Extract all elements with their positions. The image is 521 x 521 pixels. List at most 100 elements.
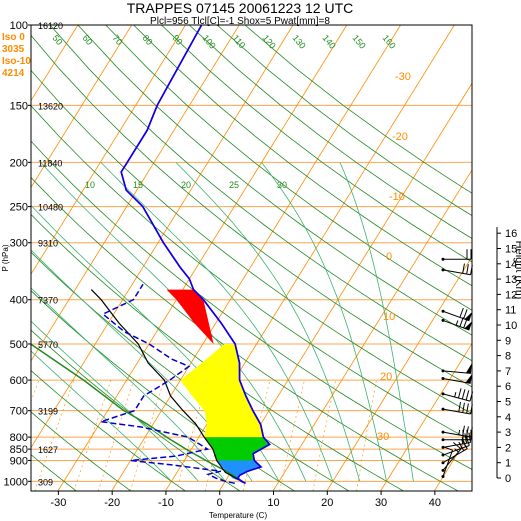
dry-adiabat [31,329,241,491]
height-tick-label: 16 [505,228,517,240]
y-axis-label: P (hPa) [1,244,10,271]
height-tick-label: 15 [505,244,517,256]
dry-adiabat [77,25,472,336]
iso-label: Iso-10 [2,56,31,67]
height-axis-label: Height (Km) [513,241,521,300]
mixing-ratio-line [34,379,75,491]
cape-area-red [166,289,214,344]
isotherm-label: -30 [395,71,411,83]
dry-adiabat [31,34,472,388]
geopotential-label: 13620 [38,101,63,111]
iso-label: 4214 [2,68,25,79]
series-parcel [90,289,246,484]
mixing-ratio-line [129,380,165,491]
mixing-ratio-line [73,380,112,491]
wind-barb-feather [462,402,465,413]
theta-label: 140 [320,33,337,51]
wind-barb-feather [458,429,461,435]
dry-adiabat [133,25,472,287]
x-tick-label: 40 [429,497,441,509]
wind-barb-feather [463,309,468,319]
dry-adiabat [31,176,459,491]
moist-adiabat [40,162,307,482]
wind-barb-feather [459,307,464,318]
wind-barb-staff [442,269,471,276]
p-tick-label: 100 [10,20,28,32]
isotherm-label: -10 [389,191,405,203]
isotherm [380,342,472,491]
x-axis-label: Temperature (C) [209,511,268,520]
theta-e-label: 15 [133,180,143,190]
wind-barb-feather [466,426,469,437]
theta-label: 130 [290,33,307,51]
p-tick-label: 500 [10,339,28,351]
height-tick-label: 8 [505,351,511,363]
wind-barb-feather [462,263,465,274]
mixing-ratio-line [98,380,135,491]
wind-barb-feather [458,401,461,413]
p-tick-label: 300 [10,238,28,250]
theta-label: 70 [110,33,124,47]
x-tick-label: -30 [50,497,66,509]
dry-adiabat [188,25,472,239]
height-tick-label: 9 [505,335,511,347]
moist-adiabat [31,287,226,482]
wind-barb-staff [442,378,471,384]
geopotential-label: 5770 [38,340,58,350]
wind-barb-feather [470,264,473,275]
geopotential-label: 11840 [38,158,62,168]
moist-adiabat [100,162,334,482]
wind-barb-staff [442,408,471,415]
x-tick-label: -20 [104,497,120,509]
mixing-ratio-line [242,380,271,491]
isotherm [31,25,294,449]
mixing-ratio-line [279,380,305,491]
isotherm [272,169,472,491]
dry-adiabat [31,105,472,442]
mixing-ratio-line [356,380,377,491]
wind-barb-feather [468,432,472,443]
dry-adiabat [49,25,472,362]
dry-adiabat [31,69,472,415]
chart-subtitle: Plcl=956 Tlcl[C]=-1 Shox=5 Pwat[mm]=8 [150,16,330,27]
p-tick-label: 150 [10,100,28,112]
moist-adiabat [31,350,172,482]
wind-barb-feather [470,404,473,415]
isotherm-label: -20 [392,131,408,143]
cape-area-blue [216,460,261,484]
geopotential-label: 3199 [38,407,58,417]
dry-adiabat [31,251,350,491]
isotherm [218,82,472,491]
height-tick-label: 10 [505,320,517,332]
wind-barb-feather [455,320,459,326]
moist-adiabat [175,162,361,482]
isotherm [31,25,240,362]
dry-adiabat [31,213,404,491]
wind-barb-pennant [464,320,473,330]
wind-barb-staff [442,445,470,456]
axes: -30 -20 -10 0 10 20 30 401001502002503004005006… [4,20,441,509]
height-tick-label: 5 [505,397,511,409]
wind-barb-feather [466,264,469,275]
dry-adiabat [31,369,186,491]
height-tick-label: 13 [505,274,517,286]
wind-barb-feather [462,425,465,436]
theta-e-label: 10 [85,180,95,190]
p-tick-label: 400 [10,295,28,307]
height-tick-label: 2 [505,442,511,454]
dry-adiabat [31,454,77,491]
height-tick-label: 4 [505,412,511,424]
wind-barb-feather [464,433,468,444]
height-tick-label: 14 [505,259,517,271]
wind-barb-staff [442,442,471,448]
isotherm [31,25,133,189]
chart-title: TRAPPES 07145 20061223 12 UTC [127,0,353,16]
geopotential-label: 16120 [38,21,63,31]
isotherm-label: 20 [380,371,392,383]
p-tick-label: 250 [10,202,28,214]
wind-barb-staff [442,449,454,477]
